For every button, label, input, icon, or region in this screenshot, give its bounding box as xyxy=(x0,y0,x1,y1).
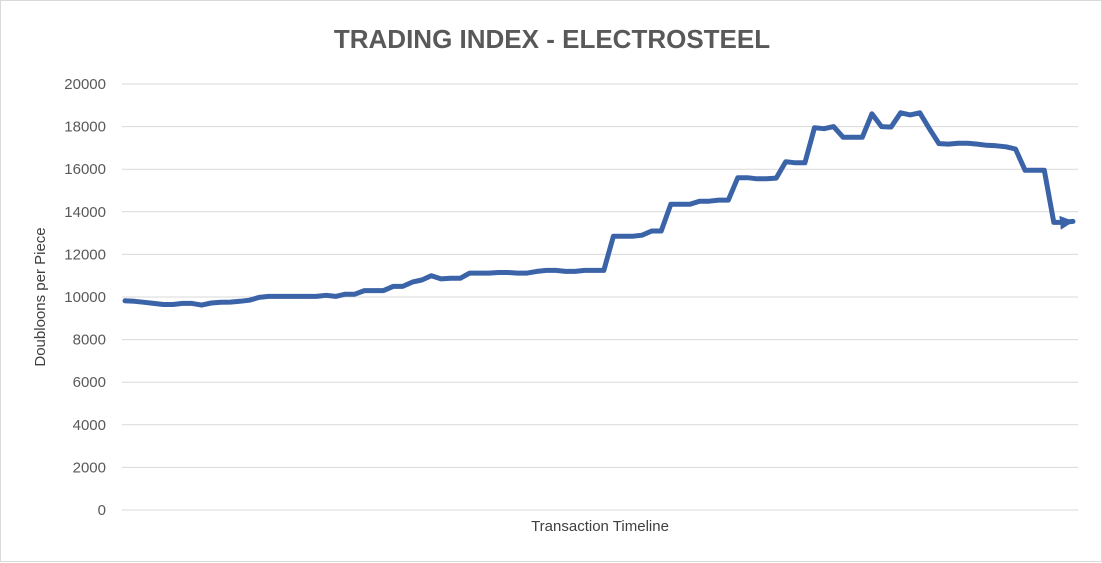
y-tick-label: 12000 xyxy=(64,246,106,263)
y-tick-label: 2000 xyxy=(73,459,106,476)
y-axis-label: Doubloons per Piece xyxy=(32,227,49,366)
y-tick-label: 20000 xyxy=(64,76,106,93)
series-line xyxy=(122,110,1076,308)
y-tick-label: 16000 xyxy=(64,161,106,178)
y-tick-label: 18000 xyxy=(64,119,106,136)
chart-title: TRADING INDEX - ELECTROSTEEL xyxy=(334,24,770,54)
series-group xyxy=(122,110,1076,308)
y-tick-label: 4000 xyxy=(73,417,106,434)
y-tick-label: 6000 xyxy=(73,374,106,391)
y-tick-label: 10000 xyxy=(64,289,106,306)
y-axis-ticks: 0 2000 4000 6000 8000 10000 12000 14000 16000 180… xyxy=(64,76,106,519)
y-tick-label: 14000 xyxy=(64,204,106,221)
y-tick-label: 0 xyxy=(98,502,106,519)
x-axis-label: Transaction Timeline xyxy=(531,518,669,535)
y-tick-label: 8000 xyxy=(73,332,106,349)
